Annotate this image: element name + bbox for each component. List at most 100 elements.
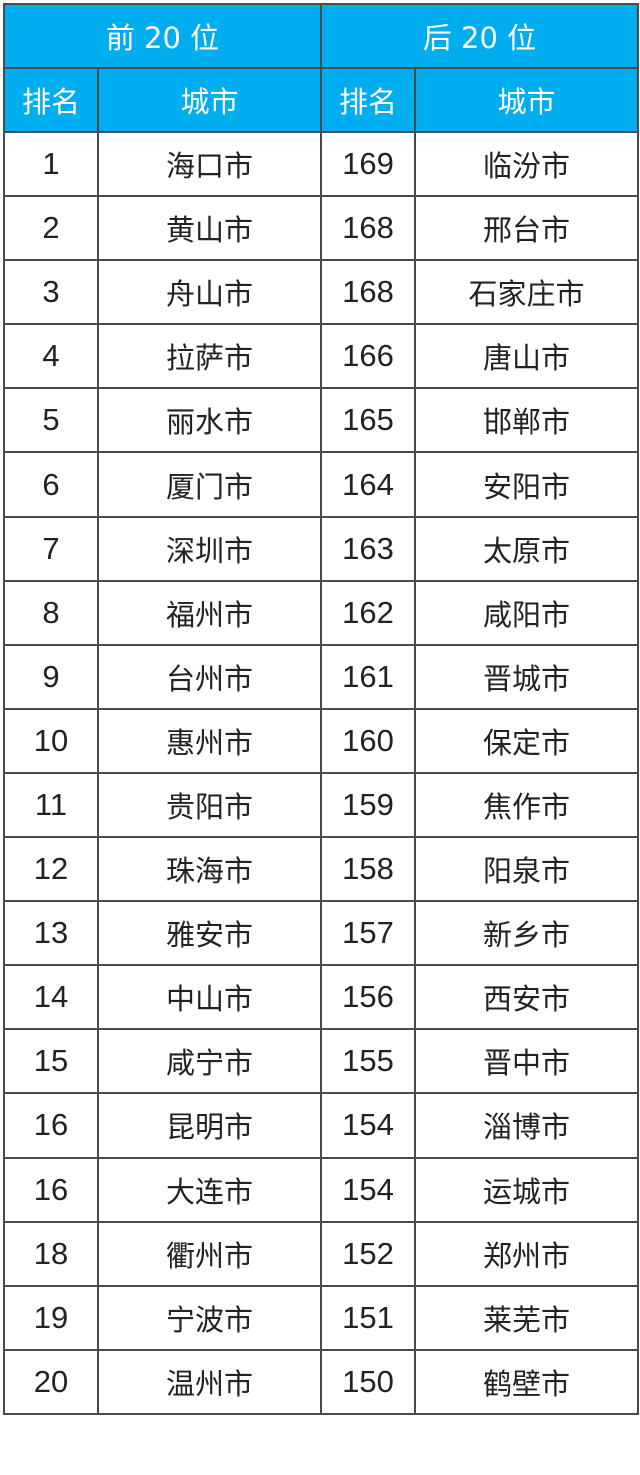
top-city-cell: 温州市 <box>97 1348 322 1415</box>
top-city-cell: 拉萨市 <box>97 323 322 390</box>
table-row: 2 黄山市 168 邢台市 <box>3 195 639 262</box>
top-city-cell: 珠海市 <box>97 836 322 903</box>
table-row: 16 大连市 154 运城市 <box>3 1156 639 1223</box>
top-rank-cell: 16 <box>3 1156 99 1223</box>
bottom-rank-cell: 163 <box>320 515 416 582</box>
bottom-city-cell: 安阳市 <box>414 451 639 518</box>
top-rank-cell: 13 <box>3 900 99 967</box>
top-city-cell: 福州市 <box>97 579 322 646</box>
top-city-cell: 贵阳市 <box>97 771 322 839</box>
bottom-city-cell: 邢台市 <box>414 195 639 262</box>
table-row: 1 海口市 169 临汾市 <box>3 130 639 198</box>
city-header: 城市 <box>414 67 639 133</box>
table-row: 19 宁波市 151 莱芜市 <box>3 1284 639 1351</box>
table-row: 14 中山市 156 西安市 <box>3 964 639 1031</box>
top-rank-cell: 9 <box>3 643 99 710</box>
table-row: 5 丽水市 165 邯郸市 <box>3 387 639 454</box>
top-rank-cell: 14 <box>3 964 99 1031</box>
rank-header: 排名 <box>320 67 416 133</box>
top-rank-cell: 18 <box>3 1220 99 1287</box>
top-city-cell: 黄山市 <box>97 195 322 262</box>
top-city-cell: 昆明市 <box>97 1092 322 1159</box>
bottom-city-cell: 新乡市 <box>414 900 639 967</box>
bottom-rank-cell: 169 <box>320 130 416 198</box>
bottom-city-cell: 邯郸市 <box>414 387 639 454</box>
top-city-cell: 丽水市 <box>97 387 322 454</box>
top-city-cell: 厦门市 <box>97 451 322 518</box>
table-row: 20 温州市 150 鹤壁市 <box>3 1348 639 1415</box>
bottom-rank-cell: 157 <box>320 900 416 967</box>
bottom-city-cell: 郑州市 <box>414 1220 639 1287</box>
bottom-rank-cell: 166 <box>320 323 416 390</box>
bottom-rank-cell: 154 <box>320 1092 416 1159</box>
top-city-cell: 惠州市 <box>97 707 322 774</box>
table-row: 9 台州市 161 晋城市 <box>3 643 639 710</box>
city-ranking-table: 前 20 位 后 20 位 排名 城市 排名 城市 1 海口市 169 临汾市 2 黄山市… <box>3 3 639 1415</box>
bottom-rank-cell: 155 <box>320 1028 416 1095</box>
top-rank-cell: 3 <box>3 259 99 326</box>
bottom-city-cell: 太原市 <box>414 515 639 582</box>
top-city-cell: 雅安市 <box>97 900 322 967</box>
bottom-city-cell: 焦作市 <box>414 771 639 839</box>
bottom-rank-cell: 168 <box>320 195 416 262</box>
table-row: 8 福州市 162 咸阳市 <box>3 579 639 646</box>
top-rank-cell: 2 <box>3 195 99 262</box>
top-rank-cell: 1 <box>3 130 99 198</box>
table-row: 4 拉萨市 166 唐山市 <box>3 323 639 390</box>
bottom-city-cell: 西安市 <box>414 964 639 1031</box>
top-20-header: 前 20 位 <box>3 3 322 69</box>
table-row: 3 舟山市 168 石家庄市 <box>3 259 639 326</box>
bottom-city-cell: 唐山市 <box>414 323 639 390</box>
bottom-city-cell: 临汾市 <box>414 130 639 198</box>
column-header-row: 排名 城市 排名 城市 <box>3 67 639 133</box>
top-city-cell: 台州市 <box>97 643 322 710</box>
bottom-rank-cell: 151 <box>320 1284 416 1351</box>
bottom-rank-cell: 154 <box>320 1156 416 1223</box>
bottom-rank-cell: 152 <box>320 1220 416 1287</box>
top-city-cell: 衢州市 <box>97 1220 322 1287</box>
table-row: 6 厦门市 164 安阳市 <box>3 451 639 518</box>
top-rank-cell: 8 <box>3 579 99 646</box>
table-row: 12 珠海市 158 阳泉市 <box>3 836 639 903</box>
top-city-cell: 中山市 <box>97 964 322 1031</box>
top-city-cell: 宁波市 <box>97 1284 322 1351</box>
bottom-rank-cell: 162 <box>320 579 416 646</box>
bottom-city-cell: 咸阳市 <box>414 579 639 646</box>
top-rank-cell: 7 <box>3 515 99 582</box>
top-city-cell: 海口市 <box>97 130 322 198</box>
top-rank-cell: 19 <box>3 1284 99 1351</box>
rank-header: 排名 <box>3 67 99 133</box>
table-row: 18 衢州市 152 郑州市 <box>3 1220 639 1287</box>
bottom-city-cell: 晋中市 <box>414 1028 639 1095</box>
table-row: 16 昆明市 154 淄博市 <box>3 1092 639 1159</box>
bottom-city-cell: 鹤壁市 <box>414 1348 639 1415</box>
top-city-cell: 咸宁市 <box>97 1028 322 1095</box>
top-rank-cell: 16 <box>3 1092 99 1159</box>
bottom-rank-cell: 168 <box>320 259 416 326</box>
bottom-city-cell: 运城市 <box>414 1156 639 1223</box>
bottom-city-cell: 石家庄市 <box>414 259 639 326</box>
bottom-city-cell: 莱芜市 <box>414 1284 639 1351</box>
table-row: 7 深圳市 163 太原市 <box>3 515 639 582</box>
bottom-rank-cell: 158 <box>320 836 416 903</box>
bottom-rank-cell: 150 <box>320 1348 416 1415</box>
table-row: 15 咸宁市 155 晋中市 <box>3 1028 639 1095</box>
top-rank-cell: 6 <box>3 451 99 518</box>
top-city-cell: 大连市 <box>97 1156 322 1223</box>
bottom-rank-cell: 165 <box>320 387 416 454</box>
bottom-city-cell: 淄博市 <box>414 1092 639 1159</box>
top-rank-cell: 5 <box>3 387 99 454</box>
bottom-city-cell: 阳泉市 <box>414 836 639 903</box>
bottom-rank-cell: 164 <box>320 451 416 518</box>
top-rank-cell: 15 <box>3 1028 99 1095</box>
table-row: 10 惠州市 160 保定市 <box>3 707 639 774</box>
bottom-city-cell: 晋城市 <box>414 643 639 710</box>
top-city-cell: 深圳市 <box>97 515 322 582</box>
bottom-rank-cell: 160 <box>320 707 416 774</box>
city-header: 城市 <box>97 67 322 133</box>
top-rank-cell: 20 <box>3 1348 99 1415</box>
bottom-rank-cell: 161 <box>320 643 416 710</box>
group-header-row: 前 20 位 后 20 位 <box>3 3 639 69</box>
bottom-city-cell: 保定市 <box>414 707 639 774</box>
top-rank-cell: 10 <box>3 707 99 774</box>
